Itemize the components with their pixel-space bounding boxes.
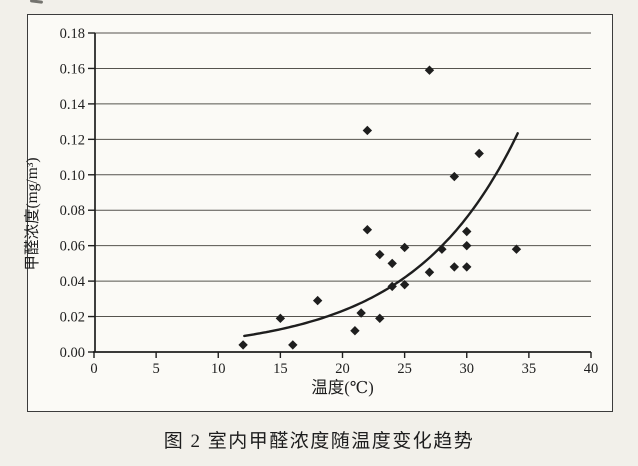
y-tick-label: 0.02 [60, 310, 85, 326]
data-point [238, 340, 248, 350]
x-tick-label: 15 [273, 361, 288, 377]
x-tick-label: 5 [153, 361, 160, 377]
data-point [399, 242, 410, 253]
data-point [375, 249, 385, 260]
y-tick-label: 0.00 [60, 345, 85, 361]
data-point [462, 226, 472, 237]
x-tick-label: 25 [397, 361, 412, 377]
data-point [356, 308, 366, 318]
x-tick-label: 35 [522, 361, 537, 377]
x-tick-label: 20 [335, 361, 350, 377]
y-tick-label: 0.14 [60, 97, 86, 113]
x-tick-label: 30 [460, 361, 475, 377]
data-point [437, 244, 447, 254]
data-point [511, 244, 522, 254]
trend-line [243, 132, 519, 338]
data-point [424, 65, 435, 75]
data-point [462, 262, 472, 272]
y-tick-label: 0.08 [60, 203, 85, 219]
data-point [362, 225, 373, 235]
data-point [449, 262, 460, 272]
figure-caption: 图 2 室内甲醛浓度随温度变化趋势 [163, 431, 475, 452]
x-tick-label: 40 [584, 361, 599, 377]
y-tick-label: 0.06 [60, 239, 85, 255]
y-tick-label: 0.10 [60, 168, 85, 184]
y-tick-label: 0.16 [60, 61, 85, 77]
x-tick-label: 10 [211, 361, 226, 377]
data-point [375, 313, 385, 324]
data-point [275, 313, 286, 324]
y-tick-label: 0.04 [60, 274, 86, 290]
data-point [462, 240, 472, 251]
data-point [288, 340, 298, 350]
data-point [449, 171, 460, 182]
data-point [424, 267, 435, 277]
data-point [399, 279, 410, 290]
x-axis-title: 温度(℃) [311, 378, 373, 397]
data-point [474, 148, 484, 159]
y-tick-label: 0.12 [60, 132, 85, 148]
x-tick-label: 0 [90, 361, 97, 377]
figure-frame [27, 14, 613, 412]
data-point [387, 281, 397, 292]
data-point [350, 326, 360, 336]
y-tick-label: 0.18 [60, 26, 85, 42]
formaldehyde-temperature-scatter-chart: 0.00 0.02 0.04 0.06 0.08 0.10 0.12 0.14 0.16 0.18… [23, 26, 599, 397]
y-axis-title: 甲醛浓度(mg/m³) [23, 157, 41, 270]
data-point [312, 295, 323, 306]
data-point [362, 125, 373, 136]
data-point [387, 258, 397, 269]
